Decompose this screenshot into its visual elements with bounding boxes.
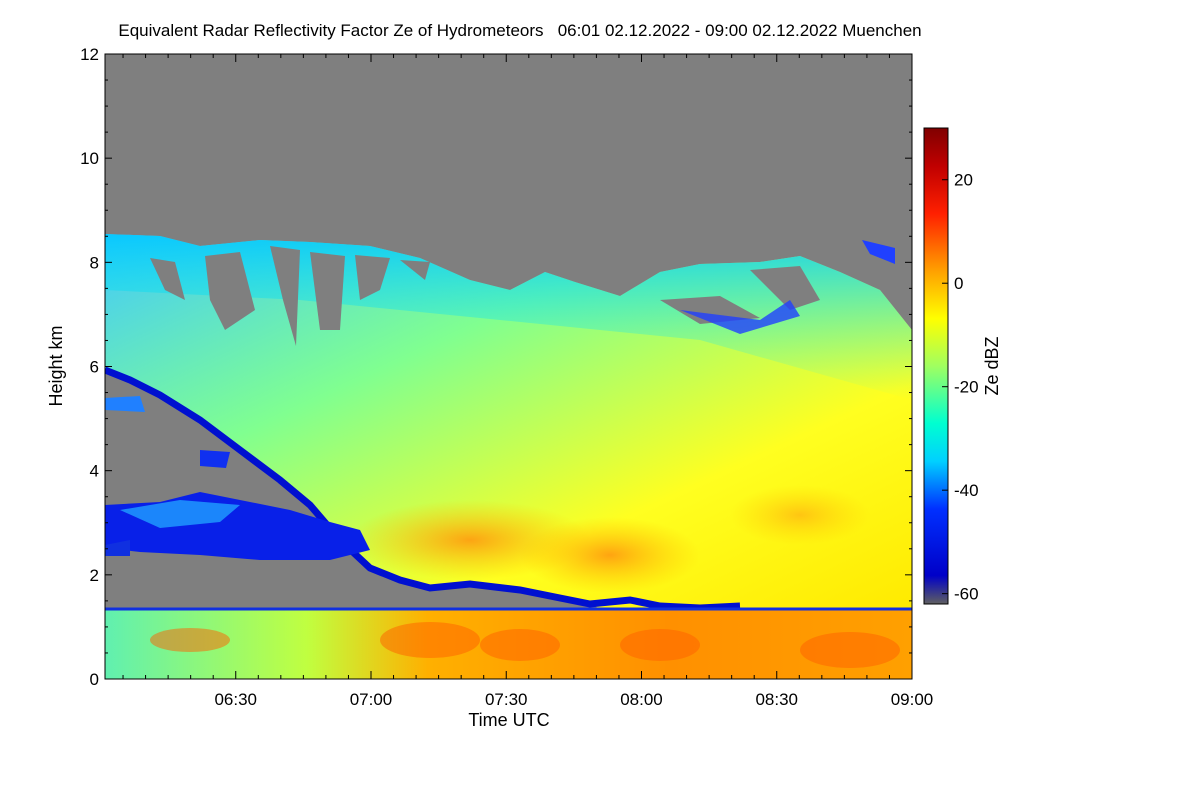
y-axis-title: Height km [46, 325, 66, 406]
fallstreak-voids [150, 246, 820, 346]
y-tick-label: 6 [90, 358, 99, 377]
y-tick-label: 10 [80, 149, 99, 168]
x-tick-label: 07:30 [485, 690, 528, 709]
heatmap-field [105, 54, 912, 679]
low-cloud-layer [105, 396, 370, 560]
y-tick-label: 0 [90, 670, 99, 689]
colorbar-ticks: -60 -40 -20 0 20 [942, 171, 979, 604]
x-tick-label: 08:30 [755, 690, 798, 709]
y-tick-label: 2 [90, 566, 99, 585]
colorbar-tick-label: -40 [954, 481, 979, 500]
colorbar-tick-label: 0 [954, 274, 963, 293]
colorbar-tick-label: -60 [954, 585, 979, 604]
colorbar: -60 -40 -20 0 20 Ze dBZ [923, 127, 1002, 605]
x-tick-label: 09:00 [891, 690, 934, 709]
upper-cloud-edge-blue [680, 240, 895, 334]
y-tick-label: 8 [90, 253, 99, 272]
colorbar-title: Ze dBZ [982, 336, 1002, 395]
colorbar-gradient [923, 127, 949, 605]
x-tick-label: 07:00 [350, 690, 393, 709]
colorbar-tick-label: -20 [954, 378, 979, 397]
x-tick-label: 08:00 [620, 690, 663, 709]
x-tick-label: 06:30 [214, 690, 257, 709]
y-axis: 0 2 4 6 8 10 12 [80, 45, 912, 689]
x-axis-title: Time UTC [468, 710, 549, 730]
chart-title: Equivalent Radar Reflectivity Factor Ze … [118, 21, 922, 40]
upper-cloud-top-layer [105, 234, 912, 400]
cloud-base-blue-edge [105, 366, 741, 612]
y-tick-label: 4 [90, 462, 99, 481]
colorbar-tick-label: 20 [954, 171, 973, 190]
mid-level-warm-core [350, 485, 870, 593]
boundary-layer-streaks [150, 622, 900, 668]
y-tick-label: 12 [80, 45, 99, 64]
x-axis: 06:30 07:00 07:30 08:00 08:30 09:00 [122, 54, 934, 709]
